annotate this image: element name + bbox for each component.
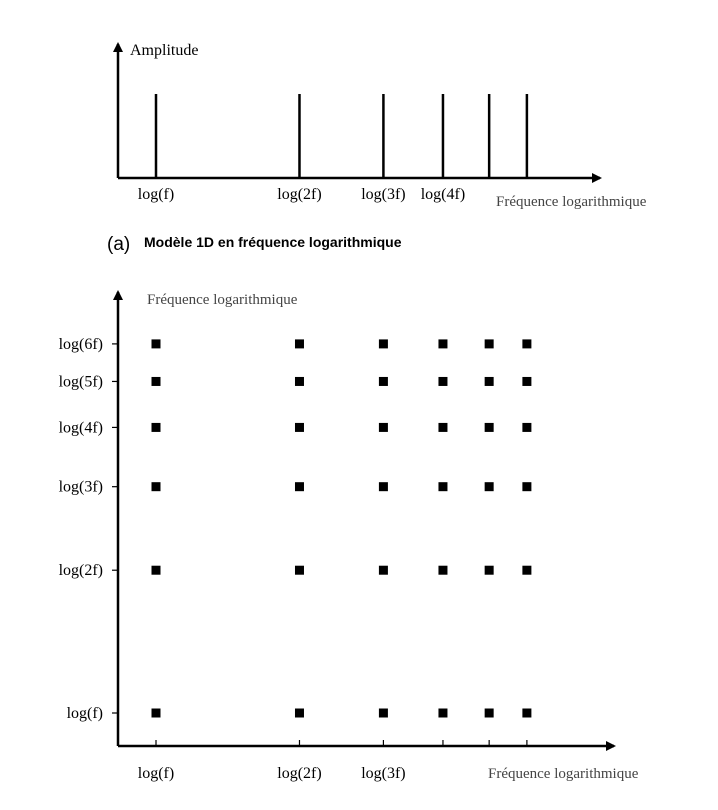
point-2-3: [294, 482, 304, 492]
point-3-5: [378, 376, 388, 386]
point-4-6: [438, 339, 448, 349]
point-6-1: [522, 708, 532, 718]
point-1-1: [151, 708, 161, 718]
panel-b-y-tick-label: log(4f): [59, 419, 103, 436]
point-6-4: [522, 422, 532, 432]
point-4-1: [438, 708, 448, 718]
panel-b-points: [151, 339, 532, 718]
caption-letter: (a): [107, 234, 130, 255]
point-6-5: [522, 376, 532, 386]
point-1-3: [151, 482, 161, 492]
panel-a-y-axis-title: Amplitude: [130, 42, 198, 59]
point-1-2: [151, 565, 161, 575]
panel-b-y-tick-label: log(6f): [59, 336, 103, 353]
panel-a-tick-label: log(4f): [421, 186, 465, 203]
panel-a-tick-label: log(2f): [277, 186, 321, 203]
point-5-5: [484, 376, 494, 386]
point-5-4: [484, 422, 494, 432]
point-6-2: [522, 565, 532, 575]
point-5-1: [484, 708, 494, 718]
caption-text: Modèle 1D en fréquence logarithmique: [144, 234, 402, 250]
panel-b-y-tick-marks: [112, 343, 118, 714]
point-1-4: [151, 422, 161, 432]
panel-b-x-tick-label: log(f): [138, 765, 174, 782]
panel-a-tick-label: log(f): [138, 186, 174, 203]
panel-b-x-axis-title: Fréquence logarithmique: [488, 766, 639, 782]
panel-b-y-tick-labels: log(6f) log(5f) log(4f) log(3f) log(2f) log(f…: [59, 336, 103, 722]
point-2-5: [294, 376, 304, 386]
panel-b-y-axis-title: Fréquence logarithmique: [147, 292, 298, 308]
point-3-3: [378, 482, 388, 492]
panel-b-y-tick-label: log(f): [67, 705, 103, 722]
point-3-1: [378, 708, 388, 718]
point-4-2: [438, 565, 448, 575]
point-5-6: [484, 339, 494, 349]
point-2-2: [294, 565, 304, 575]
point-5-2: [484, 565, 494, 575]
panel-a-tick-label: log(3f): [361, 186, 405, 203]
point-1-6: [151, 339, 161, 349]
point-5-3: [484, 482, 494, 492]
panel-a-spectrum: Amplitude Fréquence logarithmique log(f)…: [113, 42, 647, 210]
point-1-5: [151, 376, 161, 386]
point-3-2: [378, 565, 388, 575]
panel-b-2d-model: Fréquence logarithmique Fréquence logari…: [59, 290, 639, 782]
panel-a-tick-labels: log(f) log(2f) log(3f) log(4f): [138, 186, 465, 203]
point-3-6: [378, 339, 388, 349]
panel-a-spikes: [154, 94, 529, 178]
panel-b-x-tick-labels: log(f) log(2f) log(3f): [138, 765, 406, 782]
point-2-1: [294, 708, 304, 718]
panel-b-y-tick-label: log(3f): [59, 479, 103, 496]
panel-b-y-tick-label: log(2f): [59, 562, 103, 579]
panel-b-x-tick-marks: [155, 740, 528, 746]
point-2-6: [294, 339, 304, 349]
point-4-5: [438, 376, 448, 386]
panel-b-x-tick-label: log(2f): [277, 765, 321, 782]
point-4-3: [438, 482, 448, 492]
panel-b-x-tick-label: log(3f): [361, 765, 405, 782]
point-2-4: [294, 422, 304, 432]
panel-b-y-tick-label: log(5f): [59, 373, 103, 390]
point-6-3: [522, 482, 532, 492]
point-3-4: [378, 422, 388, 432]
panel-a-x-axis-title: Fréquence logarithmique: [496, 194, 647, 210]
point-6-6: [522, 339, 532, 349]
point-4-4: [438, 422, 448, 432]
